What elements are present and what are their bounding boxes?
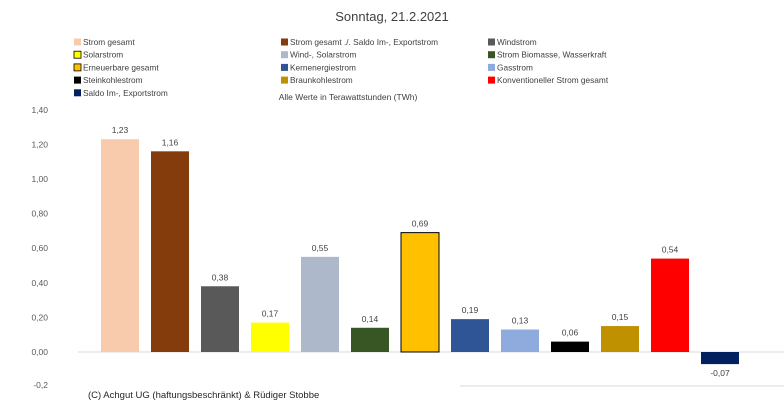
legend-swatch <box>281 76 288 84</box>
bar-labels: 1,23 1,16 0,38 0,17 0,55 0,14 0,69 0,19 0,13 0,06… <box>112 125 730 378</box>
legend-swatch <box>281 51 288 59</box>
bar <box>101 139 139 352</box>
bar <box>551 341 589 352</box>
bar-data-label: 0,54 <box>662 245 679 255</box>
legend-swatch <box>488 76 495 84</box>
bars <box>101 139 739 365</box>
bar <box>651 258 689 352</box>
chart-subtitle: Alle Werte in Terawattstunden (TWh) <box>279 92 418 102</box>
bar-data-label: 0,17 <box>262 309 279 319</box>
bar-data-label: 1,16 <box>162 137 179 147</box>
legend-label: Saldo Im-, Exportstrom <box>83 88 168 98</box>
legend-swatch <box>281 63 288 71</box>
legend-label: Strom Biomasse, Wasserkraft <box>497 50 607 60</box>
legend-label: Wind-, Solarstrom <box>290 50 356 60</box>
legend-swatch <box>74 38 81 46</box>
bar <box>701 352 739 365</box>
y-tick-label: 1,20 <box>31 139 48 149</box>
legend-label: Windstrom <box>497 37 537 47</box>
chart-title: Sonntag, 21.2.2021 <box>335 9 449 24</box>
bar <box>501 329 539 352</box>
legend-label: Konventioneller Strom gesamt <box>497 75 609 85</box>
y-axis: 1,40 1,20 1,00 0,80 0,60 0,40 0,20 0,00 -0,2 <box>31 105 48 390</box>
bar <box>451 319 489 352</box>
legend-label: Steinkohlestrom <box>83 75 143 85</box>
y-tick-label: 0,60 <box>31 243 48 253</box>
bar <box>251 322 289 352</box>
bar-data-label: 0,13 <box>512 316 529 326</box>
legend-swatch <box>488 51 495 59</box>
bar <box>301 256 339 352</box>
legend-label: Gasstrom <box>497 62 533 72</box>
y-tick-label: 0,20 <box>31 312 48 322</box>
bar-data-label: 0,69 <box>412 219 429 229</box>
legend-label: Strom gesamt <box>83 37 135 47</box>
bar-data-label: 0,14 <box>362 314 379 324</box>
bar <box>601 326 639 352</box>
legend-label: Solarstrom <box>83 50 123 60</box>
legend-label: Strom gesamt ./. Saldo Im-, Exportstrom <box>290 37 438 47</box>
legend-label: Erneuerbare gesamt <box>83 62 159 72</box>
legend-label: Kernenergiestrom <box>290 62 356 72</box>
legend-swatch <box>73 63 82 72</box>
y-tick-label: 0,40 <box>31 278 48 288</box>
legend-swatch <box>73 50 82 59</box>
legend-label: Braunkohlestrom <box>290 75 353 85</box>
bar-data-label: 0,15 <box>612 312 629 322</box>
bar-data-label: 0,06 <box>562 328 579 338</box>
bar <box>400 232 440 353</box>
legend-swatch <box>281 38 288 46</box>
y-tick-label: 1,00 <box>31 174 48 184</box>
y-tick-label: 1,40 <box>31 105 48 115</box>
bar <box>351 327 389 352</box>
legend: Strom gesamt Strom gesamt ./. Saldo Im-, … <box>73 37 609 98</box>
chart-footer: (C) Achgut UG (haftungsbeschränkt) & Rüd… <box>88 390 319 401</box>
bar-data-label: 1,23 <box>112 125 129 135</box>
bar <box>151 151 189 352</box>
y-tick-label: 0,80 <box>31 209 48 219</box>
legend-swatch <box>74 89 81 97</box>
bar-data-label: -0,07 <box>710 368 730 378</box>
bar-data-label: 0,19 <box>462 305 479 315</box>
y-tick-label: 0,00 <box>31 347 48 357</box>
legend-swatch <box>74 76 81 84</box>
legend-swatch <box>488 38 495 46</box>
bar-data-label: 0,38 <box>212 272 229 282</box>
legend-swatch <box>488 63 495 71</box>
y-tick-label: -0,2 <box>33 380 48 390</box>
bar-data-label: 0,55 <box>312 243 329 253</box>
bar <box>201 286 239 352</box>
